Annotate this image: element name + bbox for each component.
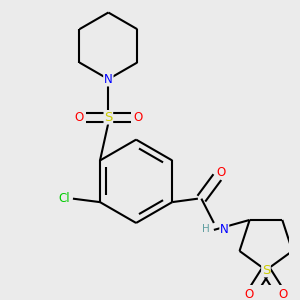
Text: S: S: [104, 111, 112, 124]
Text: N: N: [104, 73, 113, 86]
Text: H: H: [202, 224, 209, 233]
Text: N: N: [104, 73, 113, 86]
Text: Cl: Cl: [58, 192, 70, 205]
Text: O: O: [216, 166, 225, 179]
Text: O: O: [75, 111, 84, 124]
Text: O: O: [133, 111, 142, 124]
Text: O: O: [244, 288, 254, 300]
Text: N: N: [220, 224, 229, 236]
Text: O: O: [278, 288, 288, 300]
Text: S: S: [262, 264, 270, 277]
